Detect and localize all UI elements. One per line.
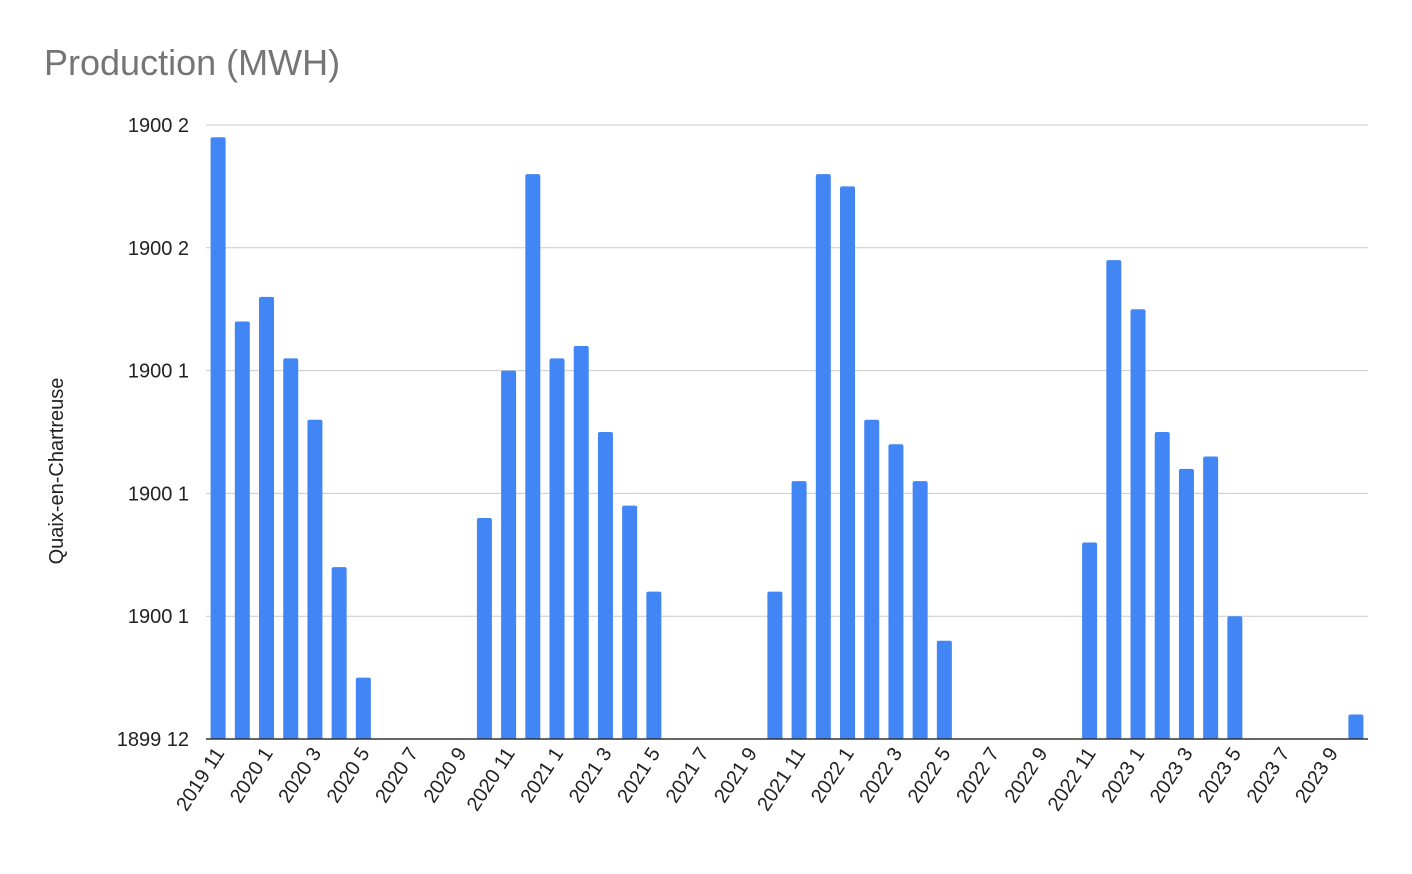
bar — [791, 481, 807, 739]
x-tick-label: 2021 11 — [753, 744, 810, 815]
x-tick-label: 2020 1 — [226, 744, 278, 807]
bar — [307, 419, 323, 739]
bar — [815, 174, 831, 739]
x-tick-label: 2020 11 — [463, 744, 520, 815]
bar — [1203, 456, 1219, 739]
x-tick-label: 2022 7 — [952, 744, 1004, 807]
bar — [525, 174, 541, 739]
bar — [1082, 542, 1098, 739]
y-tick-label: 1900 2 — [128, 238, 189, 260]
bar — [1348, 714, 1364, 739]
x-tick-label: 2022 9 — [1001, 744, 1053, 807]
y-tick-label: 1900 1 — [128, 361, 189, 383]
x-tick-label: 2019 11 — [172, 744, 229, 815]
x-tick-label: 2023 5 — [1194, 744, 1246, 807]
bar — [476, 517, 492, 739]
x-tick-label: 2021 7 — [662, 744, 714, 807]
bar — [210, 137, 226, 739]
bar — [573, 346, 589, 739]
y-tick-label: 1900 1 — [128, 606, 189, 628]
x-tick-label: 2023 9 — [1291, 744, 1343, 807]
x-tick-label: 2020 3 — [274, 744, 326, 807]
x-tick-label: 2020 7 — [371, 744, 423, 807]
bar — [259, 296, 275, 739]
x-tick-label: 2020 5 — [323, 744, 375, 807]
bar — [840, 186, 856, 739]
bar — [1106, 260, 1122, 739]
x-tick-label: 2021 3 — [565, 744, 617, 807]
bar — [912, 481, 928, 739]
bar — [1130, 309, 1146, 739]
bar — [597, 432, 613, 739]
bar — [355, 677, 371, 739]
y-axis-label: Quaix-en-Chartreuse — [46, 378, 68, 565]
x-tick-label: 2021 9 — [710, 744, 762, 807]
bar — [1178, 468, 1194, 739]
y-tick-label: 1900 2 — [128, 115, 189, 137]
x-tick-label: 2023 7 — [1243, 744, 1295, 807]
x-tick-label: 2021 1 — [516, 744, 568, 807]
x-tick-label: 2021 5 — [613, 744, 665, 807]
x-tick-label: 2022 5 — [904, 744, 956, 807]
bar — [864, 419, 880, 739]
bar — [936, 640, 952, 739]
x-tick-label: 2020 9 — [420, 744, 472, 807]
x-tick-label: 2022 11 — [1044, 744, 1101, 815]
chart-title: Production (MWH) — [44, 42, 340, 83]
bar — [549, 358, 565, 739]
bar — [622, 505, 638, 739]
y-tick-label: 1899 12 — [117, 729, 189, 751]
x-tick-label: 2022 1 — [807, 744, 859, 807]
bar — [646, 591, 662, 739]
y-tick-label: 1900 1 — [128, 483, 189, 505]
bar — [888, 444, 904, 739]
bar — [1154, 432, 1170, 739]
bar — [234, 321, 250, 739]
x-tick-label: 2023 3 — [1146, 744, 1198, 807]
x-tick-label: 2023 1 — [1097, 744, 1149, 807]
bar — [1227, 616, 1243, 739]
bar — [501, 370, 517, 739]
x-tick-label: 2022 3 — [855, 744, 907, 807]
bar — [767, 591, 783, 739]
bar — [331, 567, 347, 739]
bar — [283, 358, 299, 739]
